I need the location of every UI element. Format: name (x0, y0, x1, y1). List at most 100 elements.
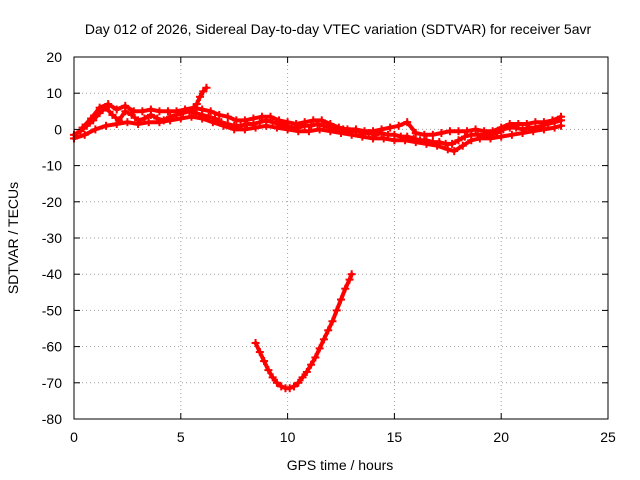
data-point (192, 100, 201, 109)
data-point (328, 317, 337, 326)
data-point (223, 112, 232, 121)
data-point (108, 110, 117, 119)
data-point (497, 123, 506, 132)
data-point (255, 348, 264, 357)
data-point (260, 357, 269, 366)
data-point (437, 129, 446, 138)
data-point (420, 130, 429, 139)
data-point (390, 136, 399, 145)
y-tick-label: 20 (46, 49, 62, 65)
data-point (307, 360, 316, 369)
data-point (266, 112, 275, 121)
data-point (80, 130, 89, 139)
data-point (292, 119, 301, 128)
data-point (369, 127, 378, 136)
data-point (531, 118, 540, 127)
data-point (403, 118, 412, 127)
data-point (550, 123, 559, 132)
data-point (454, 136, 463, 145)
data-point (134, 119, 143, 128)
data-point (428, 130, 437, 139)
data-point (294, 378, 303, 387)
y-tick-label: -70 (42, 375, 62, 391)
data-point (138, 107, 147, 116)
data-point (529, 127, 538, 136)
data-point (422, 139, 431, 148)
data-point (172, 107, 181, 116)
data-point (460, 132, 469, 141)
x-axis-label: GPS time / hours (287, 457, 394, 473)
data-point (454, 127, 463, 136)
data-point (518, 129, 527, 138)
y-tick-label: 10 (46, 85, 62, 101)
data-point (351, 125, 360, 134)
data-point (155, 107, 164, 116)
data-point (445, 127, 454, 136)
data-point (377, 125, 386, 134)
data-point (467, 136, 476, 145)
data-point (386, 123, 395, 132)
data-point (268, 373, 277, 382)
x-tick-labels: 0 5 10 15 20 25 (70, 429, 616, 445)
data-point (262, 121, 271, 130)
data-point (272, 378, 281, 387)
data-point (488, 127, 497, 136)
data-point (334, 123, 343, 132)
data-point (347, 270, 356, 279)
y-tick-labels: 20 10 0 -10 -20 -30 -40 -50 -60 -70 -80 (42, 49, 62, 427)
data-point (272, 123, 281, 132)
y-tick-label: 0 (54, 121, 62, 137)
data-point (505, 119, 514, 128)
data-point (198, 114, 207, 123)
data-point (315, 344, 324, 353)
data-point (401, 136, 410, 145)
data-point (463, 127, 472, 136)
data-point (379, 134, 388, 143)
data-point (283, 118, 292, 127)
data-point (123, 118, 132, 127)
data-point (230, 125, 239, 134)
data-point (163, 107, 172, 116)
data-point (304, 127, 313, 136)
data-point (317, 116, 326, 125)
data-point (181, 105, 190, 114)
data-point (249, 114, 258, 123)
grid-lines (74, 57, 608, 419)
data-point (497, 132, 506, 141)
data-point (557, 121, 566, 130)
data-point (264, 366, 273, 375)
data-point (548, 116, 557, 125)
y-tick-label: -60 (42, 339, 62, 355)
x-tick-label: 20 (493, 429, 509, 445)
data-point (337, 295, 345, 304)
data-point (433, 141, 442, 150)
data-point (146, 105, 155, 114)
data-point (155, 118, 164, 127)
data-point (240, 116, 249, 125)
data-point (91, 125, 100, 134)
data-point (102, 121, 111, 130)
data-point (471, 125, 480, 134)
data-point (198, 105, 207, 114)
y-tick-label: -30 (42, 230, 62, 246)
data-point (166, 116, 175, 125)
data-point (277, 382, 286, 391)
y-tick-label: -20 (42, 194, 62, 210)
data-point (475, 134, 484, 143)
data-point (302, 367, 311, 376)
y-tick-label: -80 (42, 411, 62, 427)
data-point (507, 130, 516, 139)
data-point (121, 101, 130, 110)
data-point (196, 92, 205, 101)
data-point (144, 118, 153, 127)
data-point (87, 114, 96, 123)
data-point (294, 127, 303, 136)
data-point (514, 119, 523, 128)
data-point (337, 129, 345, 138)
y-axis-label: SDTVAR / TECUs (5, 182, 21, 294)
y-tick-label: -50 (42, 302, 62, 318)
data-point (206, 107, 215, 116)
data-point (298, 373, 307, 382)
data-point (326, 119, 335, 128)
